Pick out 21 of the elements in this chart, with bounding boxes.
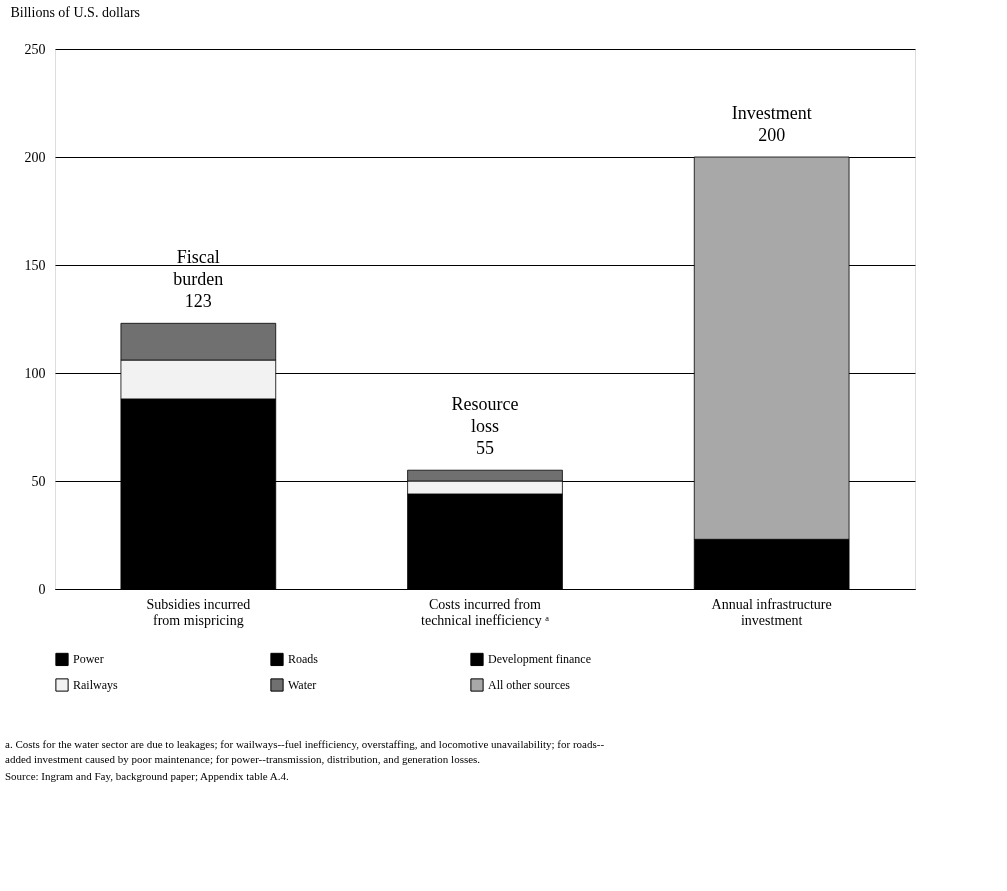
- legend-label: Development finance: [488, 652, 591, 667]
- legend-label: All other sources: [488, 678, 571, 692]
- source-note: Source: Ingram and Fay, background paper; Appendix table A.4.: [5, 770, 289, 782]
- y-tick-label: 250: [24, 41, 46, 57]
- x-tick-label: Annual infrastructure investment: [711, 596, 832, 628]
- y-axis-title: Billions of U.S. dollars: [10, 4, 141, 20]
- y-tick-label: 50: [31, 473, 46, 489]
- y-tick-label: 100: [24, 365, 46, 381]
- text: a. Costs for the water sector are due to leakages; for wailways--fuel inefficiency, overstaffing, and locomotive unavailability; for roads-- added investment caused by poor maintenance; for power--transmission, distribution, and generation losses.: [5, 738, 605, 765]
- x-tick-label: Subsidies incurred from mispricing: [146, 596, 251, 628]
- legend-label: Roads: [288, 652, 319, 667]
- annotation: Investment 200: [731, 103, 812, 145]
- legend-label: Water: [288, 678, 317, 692]
- legend-label: Railways: [73, 678, 118, 692]
- y-tick-label: 0: [38, 581, 46, 597]
- x-tick-label: Costs incurred from technical inefficiency ᵃ: [421, 596, 550, 628]
- y-tick-label: 150: [24, 257, 46, 273]
- y-tick-label: 200: [24, 149, 46, 165]
- legend-label: Power: [73, 652, 104, 667]
- annotation: Resource loss 55: [451, 394, 519, 459]
- annotation: Fiscal burden 123: [173, 247, 224, 312]
